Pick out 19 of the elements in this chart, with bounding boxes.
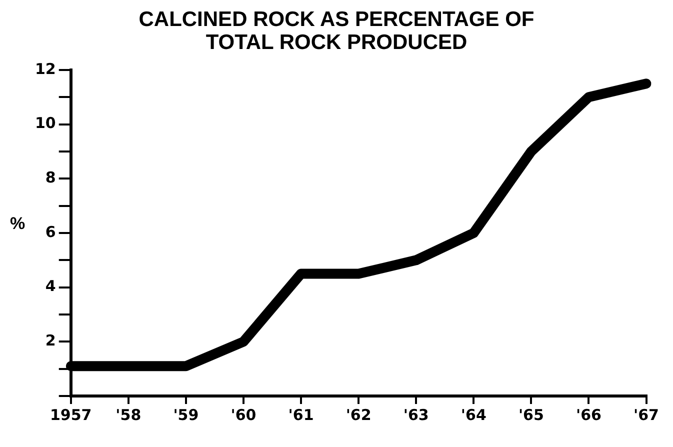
x-tick-label: '59 (173, 406, 199, 424)
chart-title: CALCINED ROCK AS PERCENTAGE OF TOTAL ROCK PRODUCED (138, 8, 536, 54)
x-tick-label: '61 (288, 406, 314, 424)
y-tick-label: 2 (45, 332, 56, 350)
y-tick-label: 8 (45, 168, 56, 187)
x-tick-label: 1957 (50, 406, 92, 424)
y-tick-label: 6 (45, 222, 56, 241)
x-tick-label: '58 (116, 406, 142, 424)
x-tick-label: '67 (634, 406, 659, 424)
y-axis-title: % (10, 214, 26, 234)
x-tick-label: '66 (576, 406, 602, 424)
x-tick-label: '62 (346, 406, 372, 424)
x-tick-label: '65 (518, 406, 544, 424)
x-tick-label: '60 (230, 406, 256, 424)
x-tick-label: '64 (460, 406, 486, 424)
x-tick-label: '63 (403, 406, 429, 424)
y-tick-label: 10 (35, 114, 56, 132)
y-tick-label: 4 (45, 277, 56, 296)
y-tick-label: 12 (35, 60, 56, 78)
